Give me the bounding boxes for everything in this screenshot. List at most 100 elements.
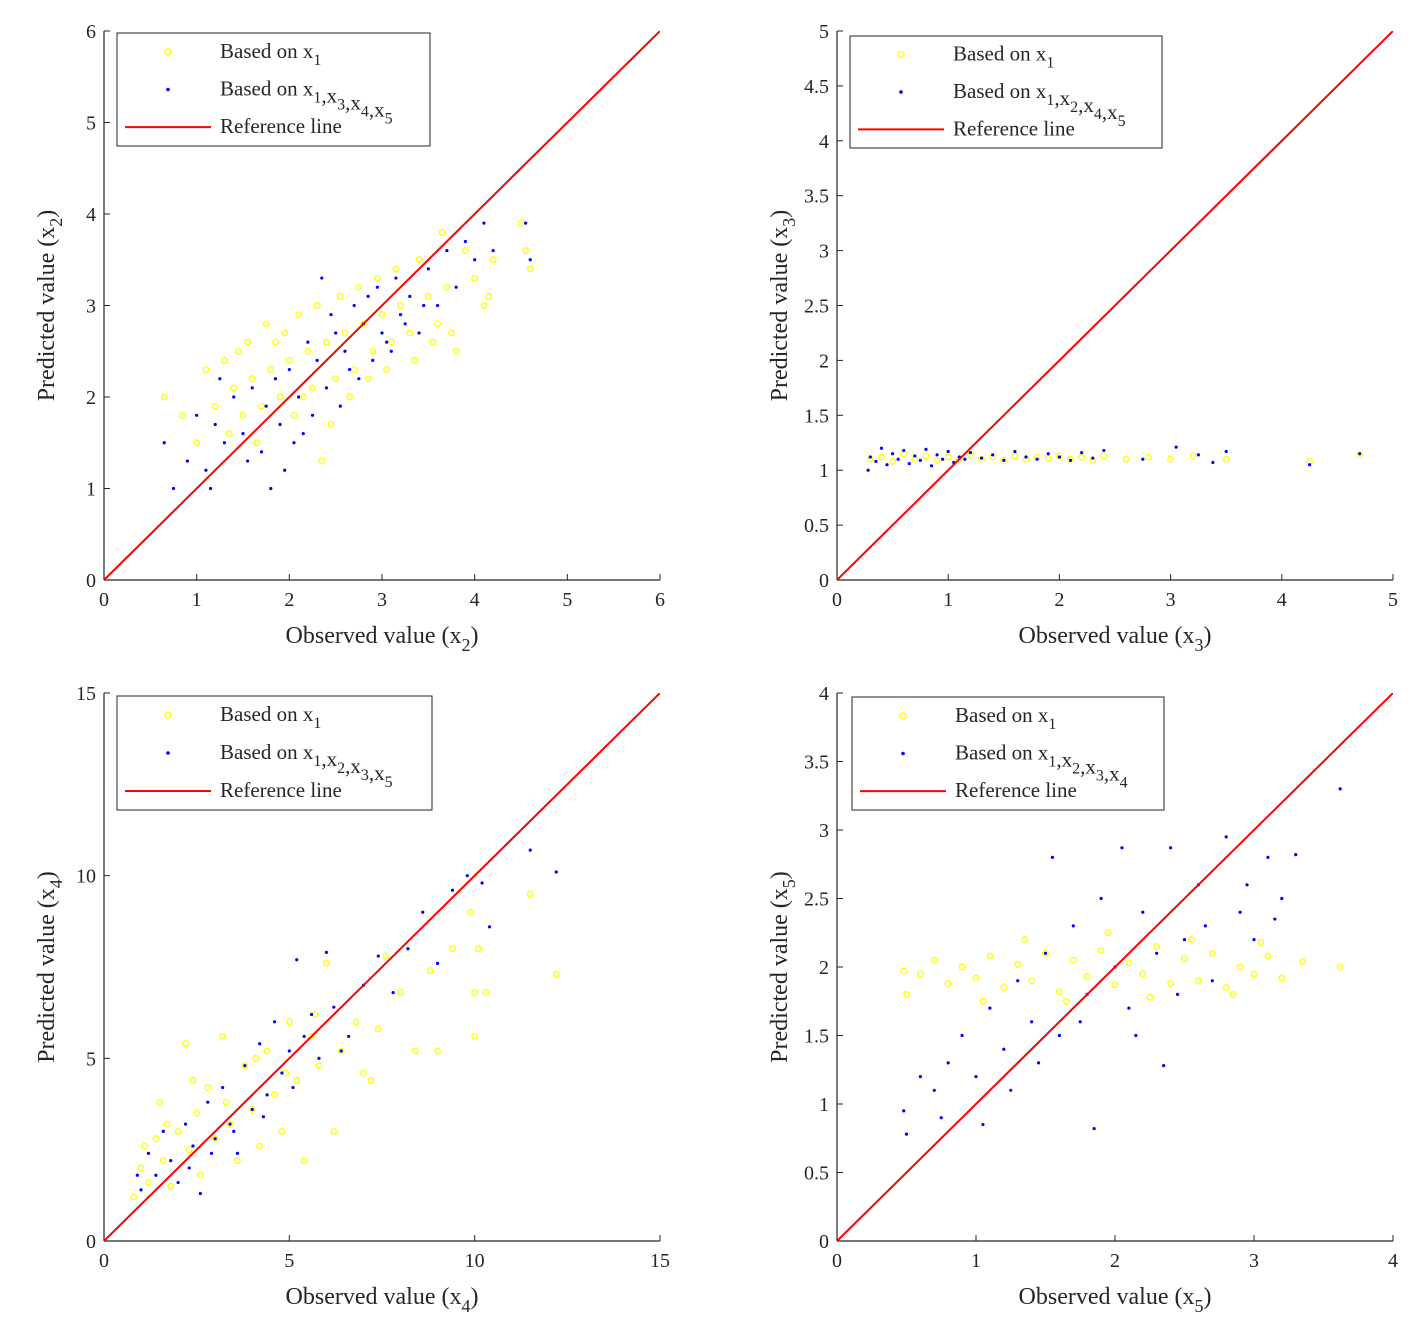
blue-data-point: [979, 456, 984, 460]
blue-data-point: [1080, 451, 1084, 455]
yellow-data-point: [182, 1040, 189, 1048]
yellow-data-point: [1336, 963, 1344, 971]
blue-data-point: [896, 457, 900, 461]
blue-data-point: [554, 870, 558, 874]
yellow-data-point: [1187, 936, 1195, 944]
x-tick-label: 4: [1388, 1250, 1398, 1272]
yellow-data-point: [485, 292, 493, 300]
yellow-data-point: [322, 338, 330, 346]
y-tick-label: 0: [86, 570, 96, 592]
blue-data-point: [1162, 1064, 1166, 1068]
blue-data-point: [375, 285, 379, 289]
yellow-data-point: [922, 452, 930, 460]
y-tick-label: 4: [819, 683, 829, 705]
plot-area: [837, 693, 1393, 1241]
yellow-data-point: [1257, 938, 1265, 946]
blue-data-point: [1024, 455, 1028, 459]
blue-data-point: [436, 303, 440, 308]
blue-data-point: [209, 1151, 214, 1155]
yellow-data-point: [1146, 993, 1154, 1001]
blue-data-point: [902, 1109, 906, 1113]
blue-data-point: [324, 950, 328, 954]
blue-data-point: [339, 1049, 343, 1053]
blue-data-point: [406, 947, 410, 951]
yellow-data-point: [406, 329, 414, 337]
yellow-data-point: [309, 384, 316, 392]
blue-data-point: [162, 441, 166, 445]
yellow-data-point: [163, 1120, 171, 1128]
blue-data-point: [241, 432, 245, 436]
blue-data-point: [302, 1034, 306, 1039]
yellow-data-point: [282, 1069, 290, 1077]
yellow-data-point: [193, 1109, 201, 1117]
x-tick-label: 0: [832, 1250, 842, 1272]
yellow-data-point: [271, 1091, 278, 1099]
blue-data-point: [1002, 1047, 1006, 1051]
yellow-data-point: [480, 302, 488, 309]
yellow-data-point: [397, 989, 404, 997]
blue-data-point: [1175, 992, 1180, 997]
yellow-data-point: [185, 1146, 193, 1154]
blue-data-point: [343, 349, 347, 353]
yellow-data-point: [234, 347, 242, 355]
blue-data-point: [874, 459, 878, 464]
reference-line: [104, 693, 660, 1241]
blue-data-point: [465, 874, 469, 878]
blue-data-point: [176, 1180, 180, 1185]
blue-data-point: [1224, 449, 1228, 454]
blue-data-point: [1211, 460, 1215, 465]
yellow-data-point: [364, 375, 372, 383]
yellow-data-point: [958, 963, 966, 971]
yellow-data-point: [193, 439, 201, 447]
yellow-data-point: [369, 347, 377, 355]
blue-data-point: [991, 453, 995, 457]
yellow-data-point: [311, 1011, 319, 1018]
yellow-data-point: [1153, 943, 1161, 950]
blue-data-point: [243, 1064, 247, 1068]
yellow-data-point: [360, 1069, 367, 1077]
blue-data-point: [981, 1122, 985, 1127]
yellow-data-point: [471, 274, 479, 282]
yellow-data-point: [378, 311, 386, 319]
y-tick-label: 0: [819, 570, 829, 592]
yellow-data-point: [248, 375, 256, 383]
yellow-data-point: [189, 1076, 197, 1084]
blue-data-point: [445, 249, 449, 253]
blue-data-point: [310, 413, 315, 417]
yellow-data-point: [211, 1135, 219, 1143]
blue-data-point: [338, 404, 342, 408]
blue-data-point: [232, 1129, 236, 1133]
yellow-data-point: [434, 1047, 442, 1055]
yellow-data-point: [522, 247, 530, 255]
legend-marker-circle: [164, 711, 172, 719]
yellow-data-point: [156, 1098, 164, 1106]
y-tick-label: 3.5: [804, 186, 829, 208]
blue-data-point: [222, 441, 227, 445]
yellow-data-point: [322, 959, 330, 967]
yellow-data-point: [299, 393, 307, 401]
x-tick-label: 5: [284, 1250, 294, 1272]
yellow-data-point: [930, 956, 938, 964]
y-tick-label: 3: [819, 241, 829, 263]
reference-line: [837, 31, 1393, 580]
yellow-data-point: [336, 292, 344, 300]
yellow-data-point: [382, 952, 390, 960]
blue-data-point: [902, 448, 906, 453]
blue-data-point: [1203, 924, 1207, 928]
blue-data-point: [974, 1075, 978, 1079]
blue-data-point: [1238, 910, 1242, 914]
yellow-data-point: [1167, 979, 1175, 987]
blue-data-point: [417, 331, 421, 335]
blue-data-point: [904, 1132, 909, 1136]
legend-entry-label: Based on x1: [953, 42, 1054, 72]
blue-data-point: [315, 358, 319, 362]
x-tick-label: 2: [1054, 589, 1064, 611]
yellow-data-point: [944, 979, 952, 987]
blue-data-point: [1120, 846, 1124, 850]
yellow-data-point: [1097, 947, 1105, 955]
yellow-data-point: [367, 1076, 375, 1084]
blue-data-point: [306, 340, 310, 344]
blue-data-point: [366, 294, 370, 298]
y-tick-label: 3: [86, 296, 96, 318]
